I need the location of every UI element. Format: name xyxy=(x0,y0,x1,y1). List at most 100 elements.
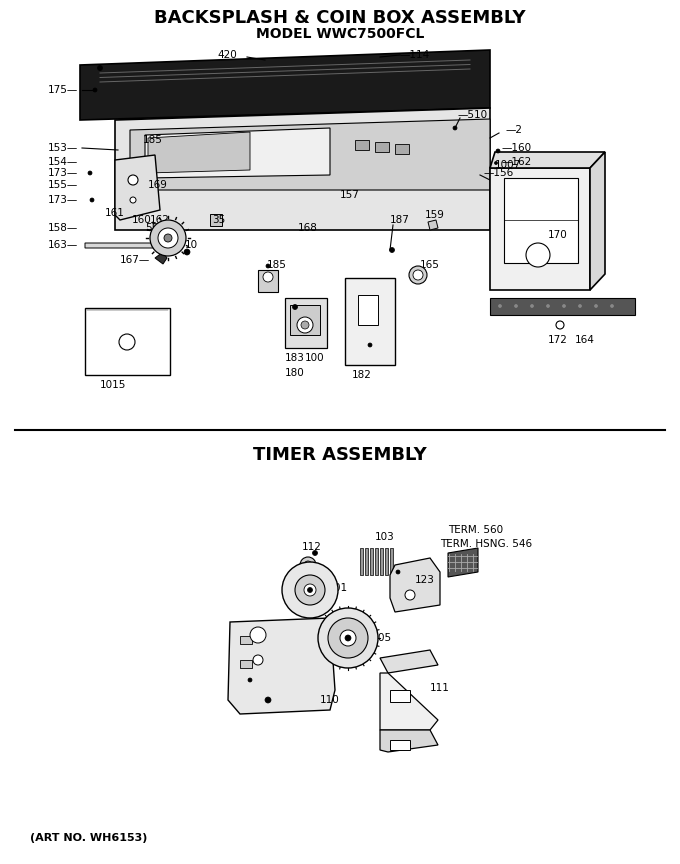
Polygon shape xyxy=(130,119,490,190)
Circle shape xyxy=(579,304,581,308)
Circle shape xyxy=(496,149,500,153)
Circle shape xyxy=(128,175,138,185)
Bar xyxy=(285,298,327,348)
Text: 160: 160 xyxy=(132,215,152,225)
Polygon shape xyxy=(380,650,438,673)
Text: 173—: 173— xyxy=(48,168,78,178)
Polygon shape xyxy=(390,548,393,575)
Circle shape xyxy=(594,304,598,308)
Bar xyxy=(390,740,410,750)
Text: 164: 164 xyxy=(575,335,595,345)
Text: 110: 110 xyxy=(320,695,340,705)
Text: —510: —510 xyxy=(458,110,488,120)
Text: 158—: 158— xyxy=(48,223,78,233)
Text: 167—: 167— xyxy=(120,255,150,265)
Text: 165: 165 xyxy=(420,260,440,270)
Circle shape xyxy=(263,272,273,282)
Polygon shape xyxy=(148,132,250,173)
Text: —2: —2 xyxy=(505,125,522,135)
Text: 154—: 154— xyxy=(48,157,78,167)
Polygon shape xyxy=(345,278,395,365)
Polygon shape xyxy=(85,243,178,248)
Bar xyxy=(355,140,369,150)
Text: 10: 10 xyxy=(185,240,198,250)
Polygon shape xyxy=(155,252,167,264)
Text: 180: 180 xyxy=(285,368,305,378)
Circle shape xyxy=(253,655,263,665)
Polygon shape xyxy=(115,155,160,220)
Polygon shape xyxy=(375,548,378,575)
Bar xyxy=(390,690,410,702)
Text: —160: —160 xyxy=(502,143,532,153)
Text: 1015: 1015 xyxy=(100,380,126,390)
Text: 35: 35 xyxy=(212,215,225,225)
Bar xyxy=(358,295,378,325)
Circle shape xyxy=(556,321,564,329)
Text: TERM. HSNG. 546: TERM. HSNG. 546 xyxy=(440,539,532,549)
Text: 103: 103 xyxy=(375,532,395,542)
Text: 187: 187 xyxy=(390,215,410,225)
Bar xyxy=(258,270,278,292)
Circle shape xyxy=(265,697,271,703)
Text: 172: 172 xyxy=(548,335,568,345)
Text: 183: 183 xyxy=(285,353,305,363)
Circle shape xyxy=(530,304,534,308)
Circle shape xyxy=(297,317,313,333)
Polygon shape xyxy=(380,673,438,730)
Polygon shape xyxy=(590,152,605,290)
Circle shape xyxy=(158,228,178,248)
Circle shape xyxy=(611,304,613,308)
Circle shape xyxy=(562,304,566,308)
Circle shape xyxy=(345,635,351,641)
Circle shape xyxy=(318,608,378,668)
Text: 159: 159 xyxy=(425,210,445,220)
Polygon shape xyxy=(428,220,438,230)
Bar xyxy=(395,144,409,154)
Bar xyxy=(375,142,389,152)
Text: TIMER ASSEMBLY: TIMER ASSEMBLY xyxy=(253,446,427,464)
Circle shape xyxy=(526,243,550,267)
Circle shape xyxy=(301,321,309,329)
Polygon shape xyxy=(380,548,383,575)
Polygon shape xyxy=(80,50,490,120)
Bar xyxy=(240,636,252,644)
Polygon shape xyxy=(490,168,590,290)
Text: 155—: 155— xyxy=(48,180,78,190)
Polygon shape xyxy=(145,128,330,178)
Bar xyxy=(290,305,320,335)
Text: 111: 111 xyxy=(430,683,450,693)
Text: 1007: 1007 xyxy=(495,160,522,170)
Circle shape xyxy=(390,247,394,252)
Polygon shape xyxy=(380,730,438,752)
Text: 163—: 163— xyxy=(48,240,78,250)
Bar xyxy=(504,178,578,263)
Circle shape xyxy=(266,264,270,268)
Text: 168: 168 xyxy=(298,223,318,233)
Circle shape xyxy=(90,198,94,202)
Polygon shape xyxy=(370,548,373,575)
Circle shape xyxy=(292,304,298,309)
Circle shape xyxy=(453,126,457,130)
Circle shape xyxy=(304,561,312,569)
Text: 162: 162 xyxy=(150,215,170,225)
Text: 175—: 175— xyxy=(48,85,78,95)
Polygon shape xyxy=(390,558,440,612)
Circle shape xyxy=(250,627,266,643)
Text: 161: 161 xyxy=(105,208,125,218)
Circle shape xyxy=(328,618,368,658)
Polygon shape xyxy=(448,548,478,577)
Polygon shape xyxy=(490,152,605,168)
Circle shape xyxy=(313,550,318,556)
Text: 112: 112 xyxy=(302,542,322,552)
Text: —156: —156 xyxy=(484,168,514,178)
Text: 420: 420 xyxy=(217,50,237,60)
Circle shape xyxy=(413,270,423,280)
Bar xyxy=(240,660,252,668)
Text: 173—: 173— xyxy=(48,195,78,205)
Text: 182: 182 xyxy=(352,370,372,380)
Circle shape xyxy=(498,304,502,308)
Circle shape xyxy=(295,575,325,605)
Circle shape xyxy=(340,630,356,646)
Circle shape xyxy=(300,557,316,573)
Polygon shape xyxy=(115,108,490,230)
